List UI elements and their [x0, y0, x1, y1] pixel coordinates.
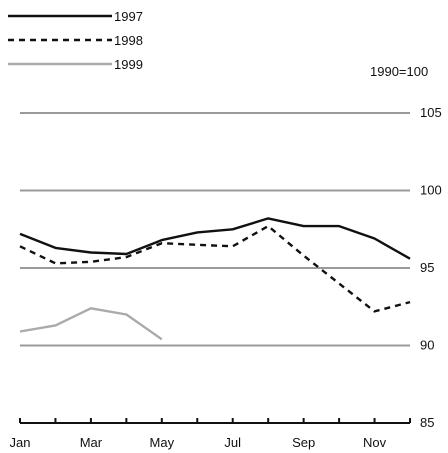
y-tick-label-100: 100 [420, 183, 442, 198]
x-tick-label-nov: Nov [363, 435, 387, 450]
y-tick-label-95: 95 [420, 260, 434, 275]
x-tick-label-mar: Mar [80, 435, 103, 450]
series-line-1998 [19, 224, 411, 313]
x-tick-label-may: May [150, 435, 175, 450]
y-tick-label-90: 90 [420, 338, 434, 353]
legend: 1997 1998 1999 [8, 9, 143, 72]
unit-label: 1990=100 [370, 64, 428, 79]
legend-label-1997: 1997 [114, 9, 143, 24]
x-tick-label-jan: Jan [10, 435, 31, 450]
x-axis [19, 418, 411, 424]
series-lines [19, 217, 411, 341]
legend-label-1998: 1998 [114, 33, 143, 48]
x-tick-labels: Jan Mar May Jul Sep Nov [10, 435, 387, 450]
x-tick-label-jul: Jul [224, 435, 241, 450]
legend-label-1999: 1999 [114, 57, 143, 72]
y-tick-labels: 85 90 95 100 105 [420, 105, 442, 430]
y-tick-label-85: 85 [420, 415, 434, 430]
gridlines [20, 112, 410, 347]
series-line-1997 [19, 217, 411, 260]
x-tick-label-sep: Sep [292, 435, 315, 450]
y-tick-label-105: 105 [420, 105, 442, 120]
series-line-1999 [19, 307, 163, 341]
